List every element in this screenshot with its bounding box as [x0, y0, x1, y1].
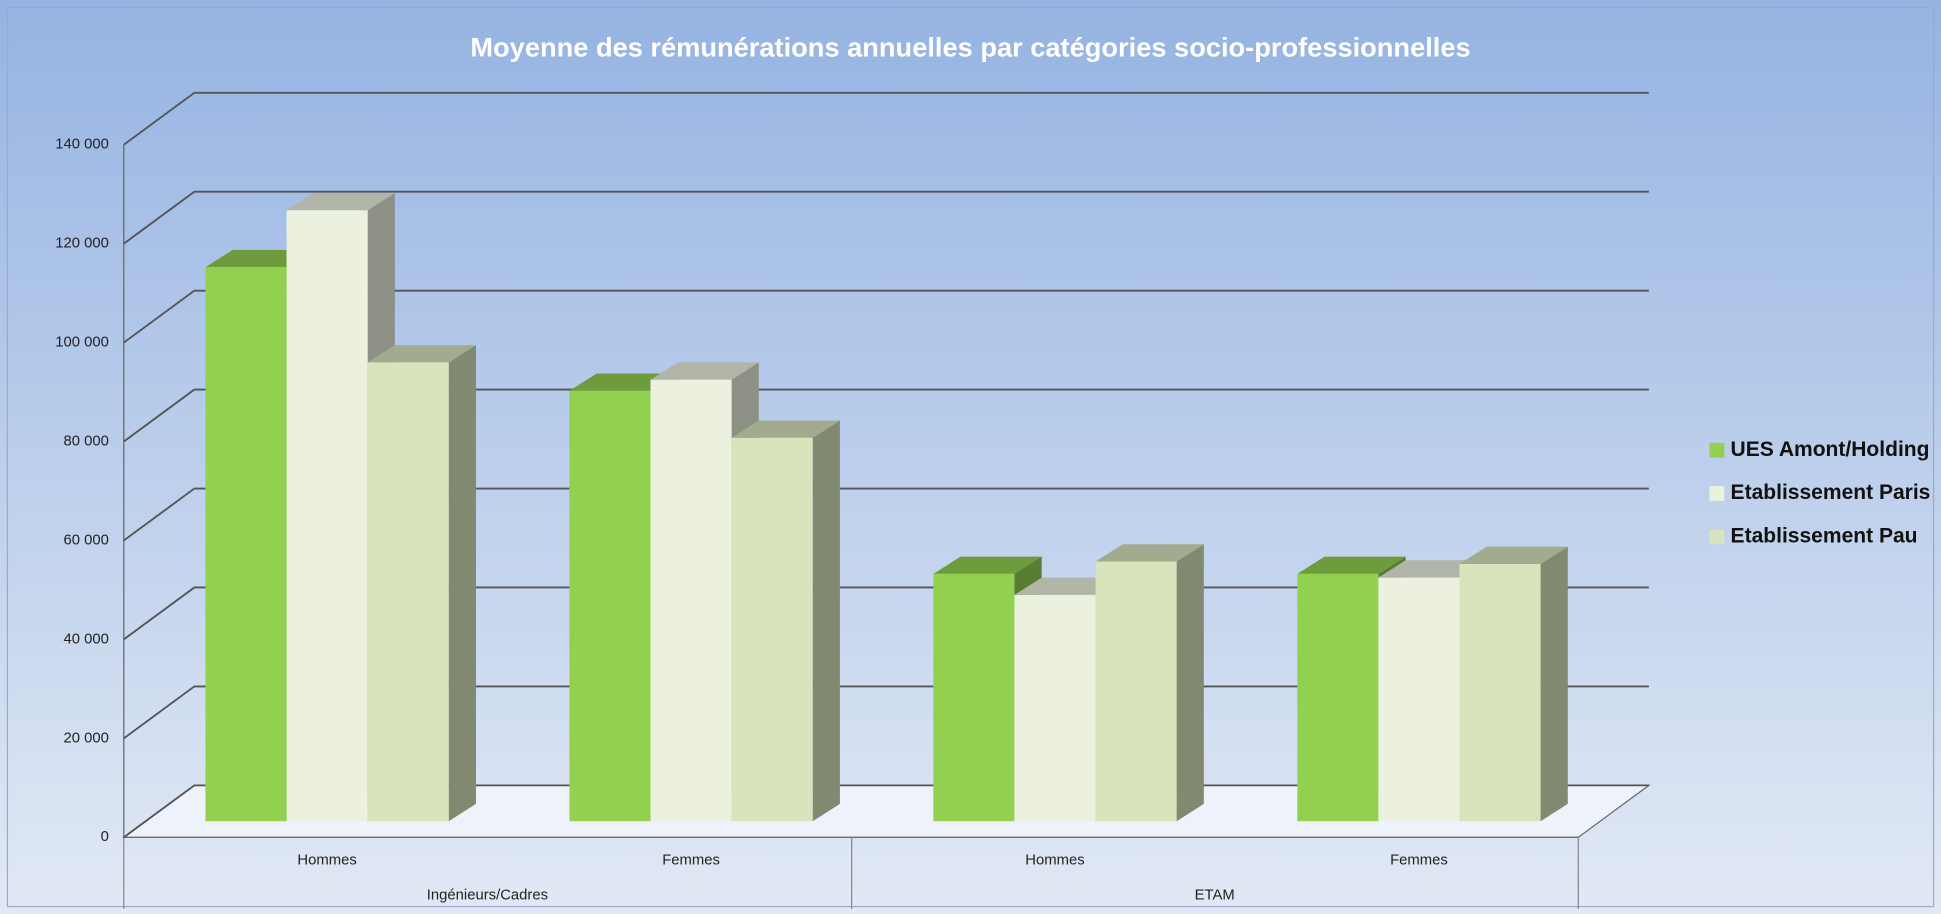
x-tick-label: Femmes [1390, 853, 1448, 869]
bar-top [933, 556, 1042, 574]
grid-line [123, 289, 1649, 344]
bar-front [1459, 563, 1541, 822]
bar-front [650, 379, 732, 822]
chart-title: Moyenne des rémunérations annuelles par … [470, 32, 1470, 63]
grid-line [123, 190, 1649, 245]
bar-front [205, 267, 287, 822]
legend-label: Etablissement Paris [1731, 481, 1931, 504]
legend-label: UES Amont/Holding [1731, 438, 1930, 461]
y-tick-label: 40 000 [64, 631, 109, 647]
bar-top [731, 420, 840, 438]
bar-front [731, 437, 813, 822]
bar [367, 345, 476, 822]
y-tick-label: 0 [101, 829, 109, 845]
bar-front [1014, 594, 1096, 822]
grid-line [123, 487, 1649, 542]
x-tick-label: Hommes [1025, 853, 1084, 869]
bar-side [448, 345, 476, 822]
bar-front [933, 573, 1015, 822]
bar-front [569, 390, 651, 822]
bar-side [812, 420, 840, 822]
legend-label: Etablissement Pau [1731, 524, 1918, 547]
bar [731, 420, 840, 822]
bar-front [1095, 561, 1177, 822]
bar-front [1297, 573, 1379, 822]
bar-front [286, 210, 368, 822]
bar-side [1176, 544, 1204, 822]
bar-front [1378, 577, 1460, 822]
bar-top [1297, 556, 1406, 574]
x-tick-label: Hommes [297, 853, 356, 869]
bar-top [1095, 544, 1204, 562]
bar [1095, 544, 1204, 822]
y-tick-label: 60 000 [64, 532, 109, 548]
y-tick-label: 120 000 [55, 236, 109, 252]
bar-top [1459, 546, 1568, 564]
legend-swatch [1709, 442, 1725, 458]
bar-front [367, 362, 449, 822]
y-tick-label: 80 000 [64, 433, 109, 449]
y-tick-label: 100 000 [55, 335, 109, 351]
bar-top [286, 192, 395, 211]
bar-top [650, 362, 759, 380]
bar-top [367, 345, 476, 363]
group-label: Ingénieurs/Cadres [427, 887, 548, 903]
grid-line [123, 388, 1649, 443]
group-label: ETAM [1195, 887, 1235, 903]
y-tick-label: 20 000 [64, 730, 109, 746]
legend-swatch [1709, 529, 1725, 545]
legend-swatch [1709, 486, 1725, 501]
x-tick-label: Femmes [662, 853, 720, 869]
grid-line [123, 91, 1649, 146]
bar-side [1540, 546, 1568, 822]
bar [1459, 546, 1568, 822]
frame [6, 6, 1935, 908]
y-tick-label: 140 000 [55, 137, 109, 153]
